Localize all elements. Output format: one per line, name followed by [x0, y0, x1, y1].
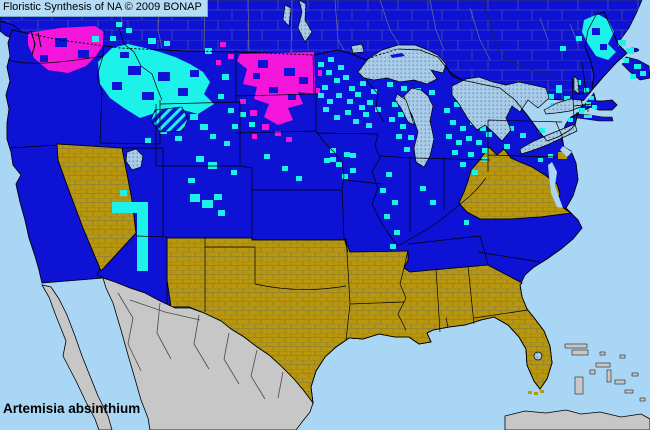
lake-champlain [573, 75, 580, 95]
map-title: Floristic Synthesis of NA © 2009 BONAP [0, 0, 208, 17]
isle-royale [390, 53, 405, 58]
idaho-montana-cyan-blob [98, 44, 214, 118]
county-present-overlay [95, 14, 646, 271]
bahamas [564, 343, 646, 402]
chesapeake-bay [548, 162, 563, 208]
washington-cyan-county [92, 36, 99, 42]
great-salt-lake [125, 148, 144, 171]
green-bay [394, 93, 415, 126]
cuba [504, 409, 650, 430]
lake-michigan [403, 87, 435, 168]
st-lawrence-river [582, 59, 625, 105]
us-canada-border [11, 29, 628, 142]
mexico-state-lines [117, 292, 284, 400]
magenta-blob-holes [40, 38, 308, 100]
lake-okeechobee [533, 351, 543, 361]
lake-huron [451, 76, 550, 142]
lake-of-the-woods [350, 43, 365, 54]
canada-division-texture [0, 0, 642, 101]
florida-keys [528, 390, 544, 395]
lake-erie [519, 123, 578, 155]
lakes [125, 0, 584, 361]
lake-manitoba [282, 4, 292, 27]
baja-california [41, 284, 113, 430]
delmarva-gold-patch [558, 152, 567, 159]
puget-sound [30, 30, 42, 56]
cyan-blob-holes [112, 28, 607, 100]
absent-states [56, 143, 573, 405]
bays [548, 146, 572, 208]
lake-winnipeg [297, 0, 313, 43]
state-borders [7, 11, 628, 341]
long-island-cyan [584, 115, 592, 118]
ontario-quebec-border [482, 0, 561, 79]
species-name-label: Artemisia absinthium [3, 401, 141, 416]
delaware-bay [560, 146, 572, 157]
